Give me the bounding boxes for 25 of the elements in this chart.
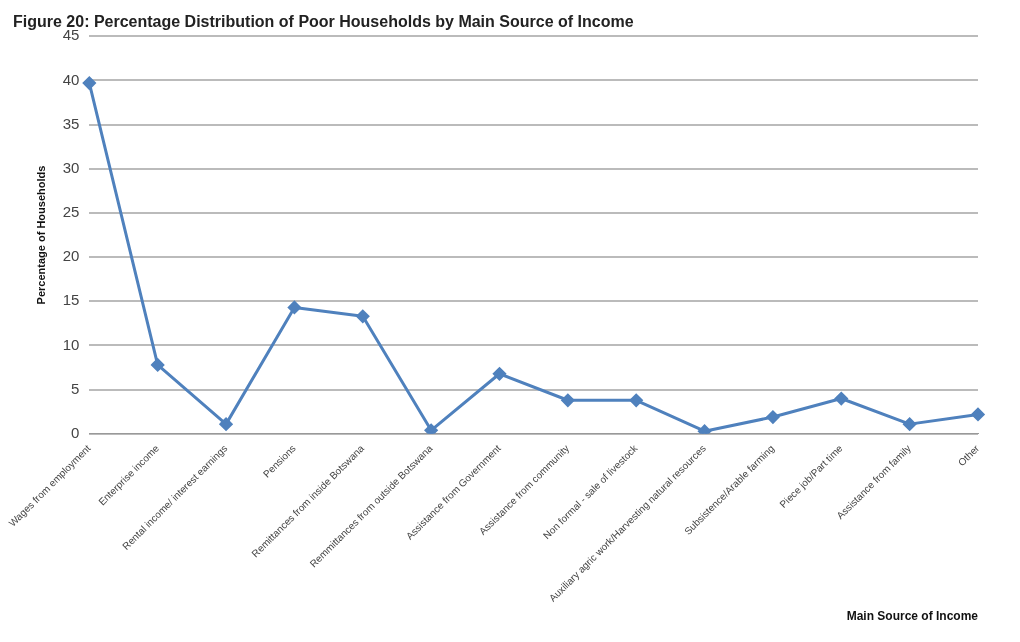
y-tick-label: 10 [62,335,80,353]
point [698,424,712,434]
point [424,423,438,434]
y-tick-label: 30 [62,158,80,176]
point [219,417,233,431]
x-axis-title: Main Source of Income [846,609,979,624]
y-tick-label: 25 [62,203,80,221]
point [561,393,575,407]
point [629,393,643,407]
point [766,410,780,424]
y-tick-label: 0 [70,423,80,441]
y-tick-label: 5 [70,379,80,397]
y-tick-label: 40 [62,70,80,88]
point [834,392,848,405]
point [151,358,165,372]
y-tick-label: 20 [62,247,80,265]
point [287,300,301,314]
point [492,367,506,381]
point [903,417,917,431]
point [971,407,985,421]
y-tick-label: 35 [62,114,80,132]
y-axis-title: Percentage of Households [35,165,48,305]
point [356,309,370,323]
y-tick-label: 15 [62,291,80,309]
point [82,76,96,90]
